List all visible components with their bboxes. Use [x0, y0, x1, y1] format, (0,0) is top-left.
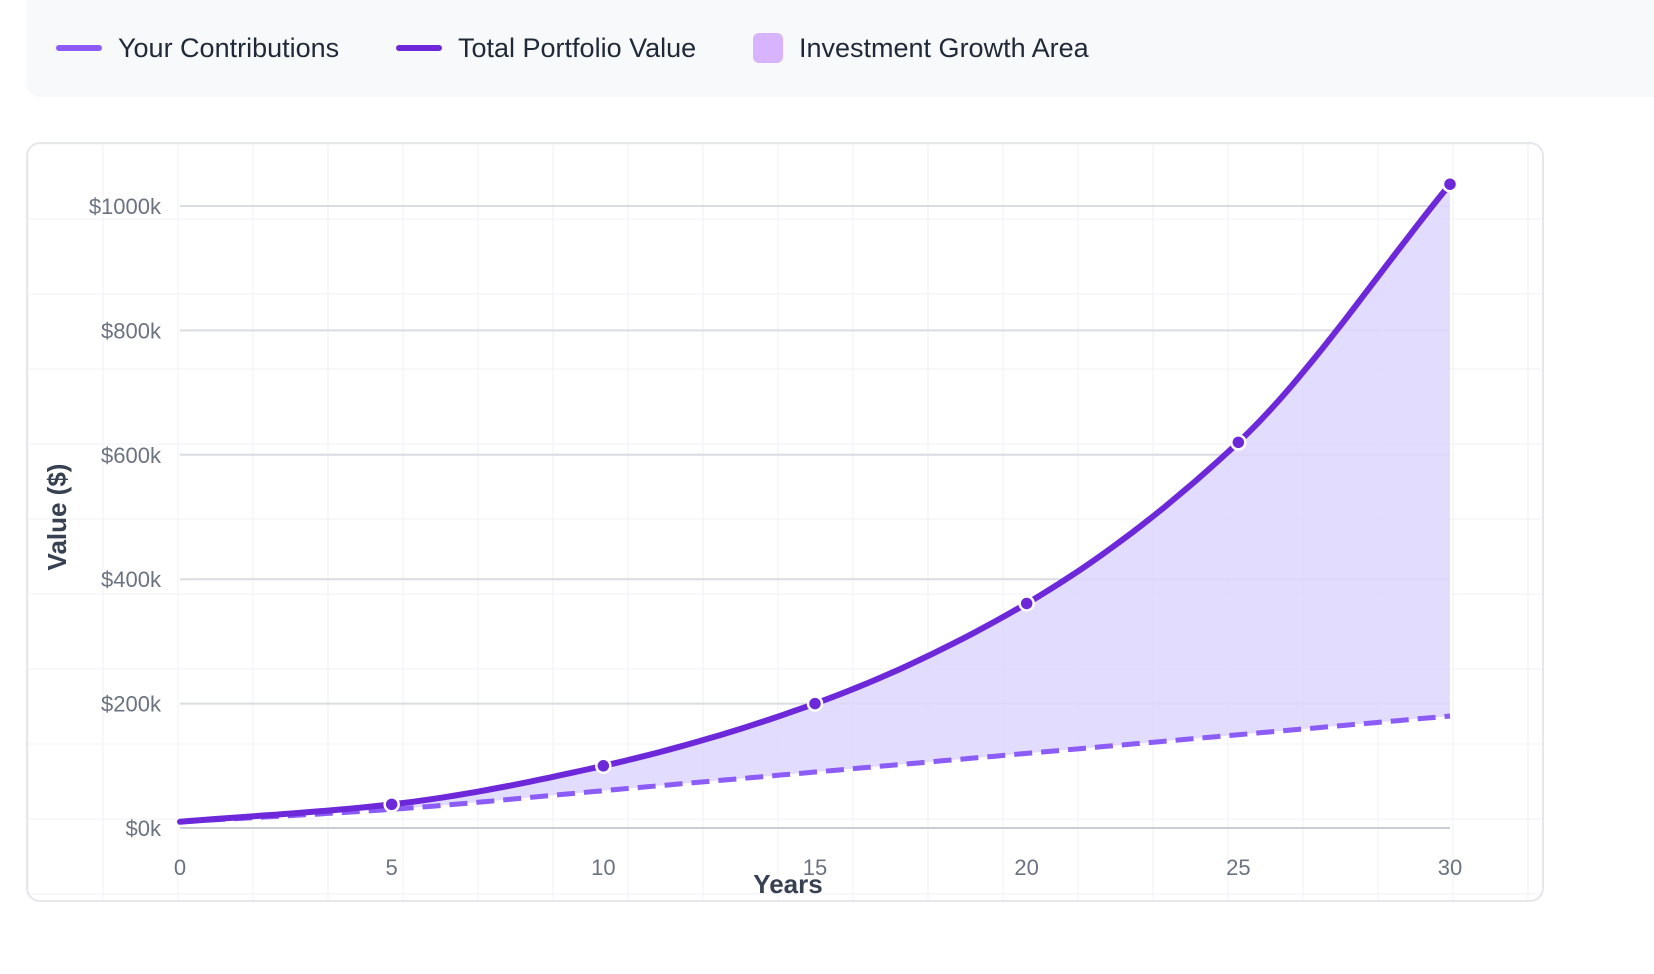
contributions-swatch [56, 45, 102, 51]
growth-swatch [753, 33, 783, 63]
chart-card: $0k $200k $400k $600k $800k $1000k 0 5 10 15 20 25 3… [26, 142, 1544, 902]
portfolio-point [1018, 595, 1035, 612]
x-tick-label: 30 [1438, 855, 1462, 880]
portfolio-point [1230, 434, 1247, 451]
legend-portfolio[interactable]: Total Portfolio Value [396, 30, 696, 66]
point-layer [383, 175, 1459, 813]
legend-portfolio-label: Total Portfolio Value [458, 32, 697, 63]
area-layer [180, 184, 1450, 822]
minor-grid [28, 144, 1542, 900]
y-tick-label: $800k [101, 318, 162, 343]
y-tick-label: $0k [126, 816, 162, 841]
x-tick-label: 5 [386, 855, 398, 880]
portfolio-swatch [396, 45, 442, 51]
legend-contributions[interactable]: Your Contributions [56, 30, 339, 66]
portfolio-point [383, 796, 400, 813]
portfolio-point [1441, 175, 1459, 193]
y-tick-label: $600k [101, 443, 162, 468]
legend-contributions-label: Your Contributions [118, 32, 340, 63]
legend-growth[interactable]: Investment Growth Area [753, 30, 1089, 66]
contributions-line [179, 713, 1451, 825]
x-tick-label: 20 [1014, 855, 1038, 880]
portfolio-point [806, 695, 824, 712]
chart-svg: $0k $200k $400k $600k $800k $1000k 0 5 10 15 20 25 3… [28, 144, 1542, 900]
growth-area [180, 184, 1450, 822]
portfolio-point [595, 757, 612, 775]
x-axis-title: Years [753, 869, 822, 899]
x-tick-label: 25 [1226, 855, 1250, 880]
tick-layer: $0k $200k $400k $600k $800k $1000k 0 5 10 15 20 25 3… [89, 194, 1462, 880]
y-axis-title: Value ($) [42, 464, 72, 571]
y-tick-label: $1000k [89, 194, 162, 219]
x-tick-label: 15 [803, 855, 827, 880]
legend-growth-label: Investment Growth Area [799, 32, 1089, 63]
y-tick-label: $400k [101, 567, 162, 592]
legend-panel: Your Contributions Total Portfolio Value… [26, 0, 1654, 97]
x-tick-label: 10 [591, 855, 615, 880]
y-tick-label: $200k [101, 692, 162, 717]
x-tick-label: 0 [174, 855, 186, 880]
